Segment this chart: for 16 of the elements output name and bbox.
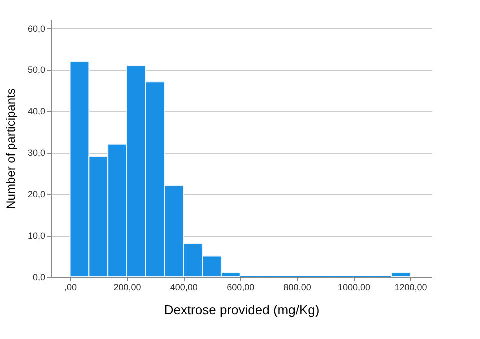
x-tick-label: 1200,00 bbox=[394, 282, 428, 292]
y-tick-label: 10,0 bbox=[28, 231, 46, 242]
x-axis-title: Dextrose provided (mg/Kg) bbox=[164, 302, 320, 318]
y-tick-label: 30,0 bbox=[28, 148, 46, 158]
y-tick-label: 0,0 bbox=[32, 272, 46, 282]
y-axis-title: Number of participants bbox=[4, 88, 18, 210]
x-tick-label: ,00 bbox=[64, 282, 78, 292]
y-tick-label: 60,0 bbox=[28, 24, 46, 34]
x-tick-label: 1000,00 bbox=[338, 282, 371, 292]
x-tick-label: 800,00 bbox=[284, 282, 312, 292]
x-tick-label: 400,00 bbox=[170, 282, 198, 292]
x-tick-label: 200,00 bbox=[114, 282, 142, 292]
x-tick-label: 600,00 bbox=[227, 282, 255, 292]
y-tick-label: 40,0 bbox=[28, 106, 46, 117]
y-tick-label: 50,0 bbox=[28, 65, 46, 76]
y-tick-label: 20,0 bbox=[28, 190, 46, 200]
